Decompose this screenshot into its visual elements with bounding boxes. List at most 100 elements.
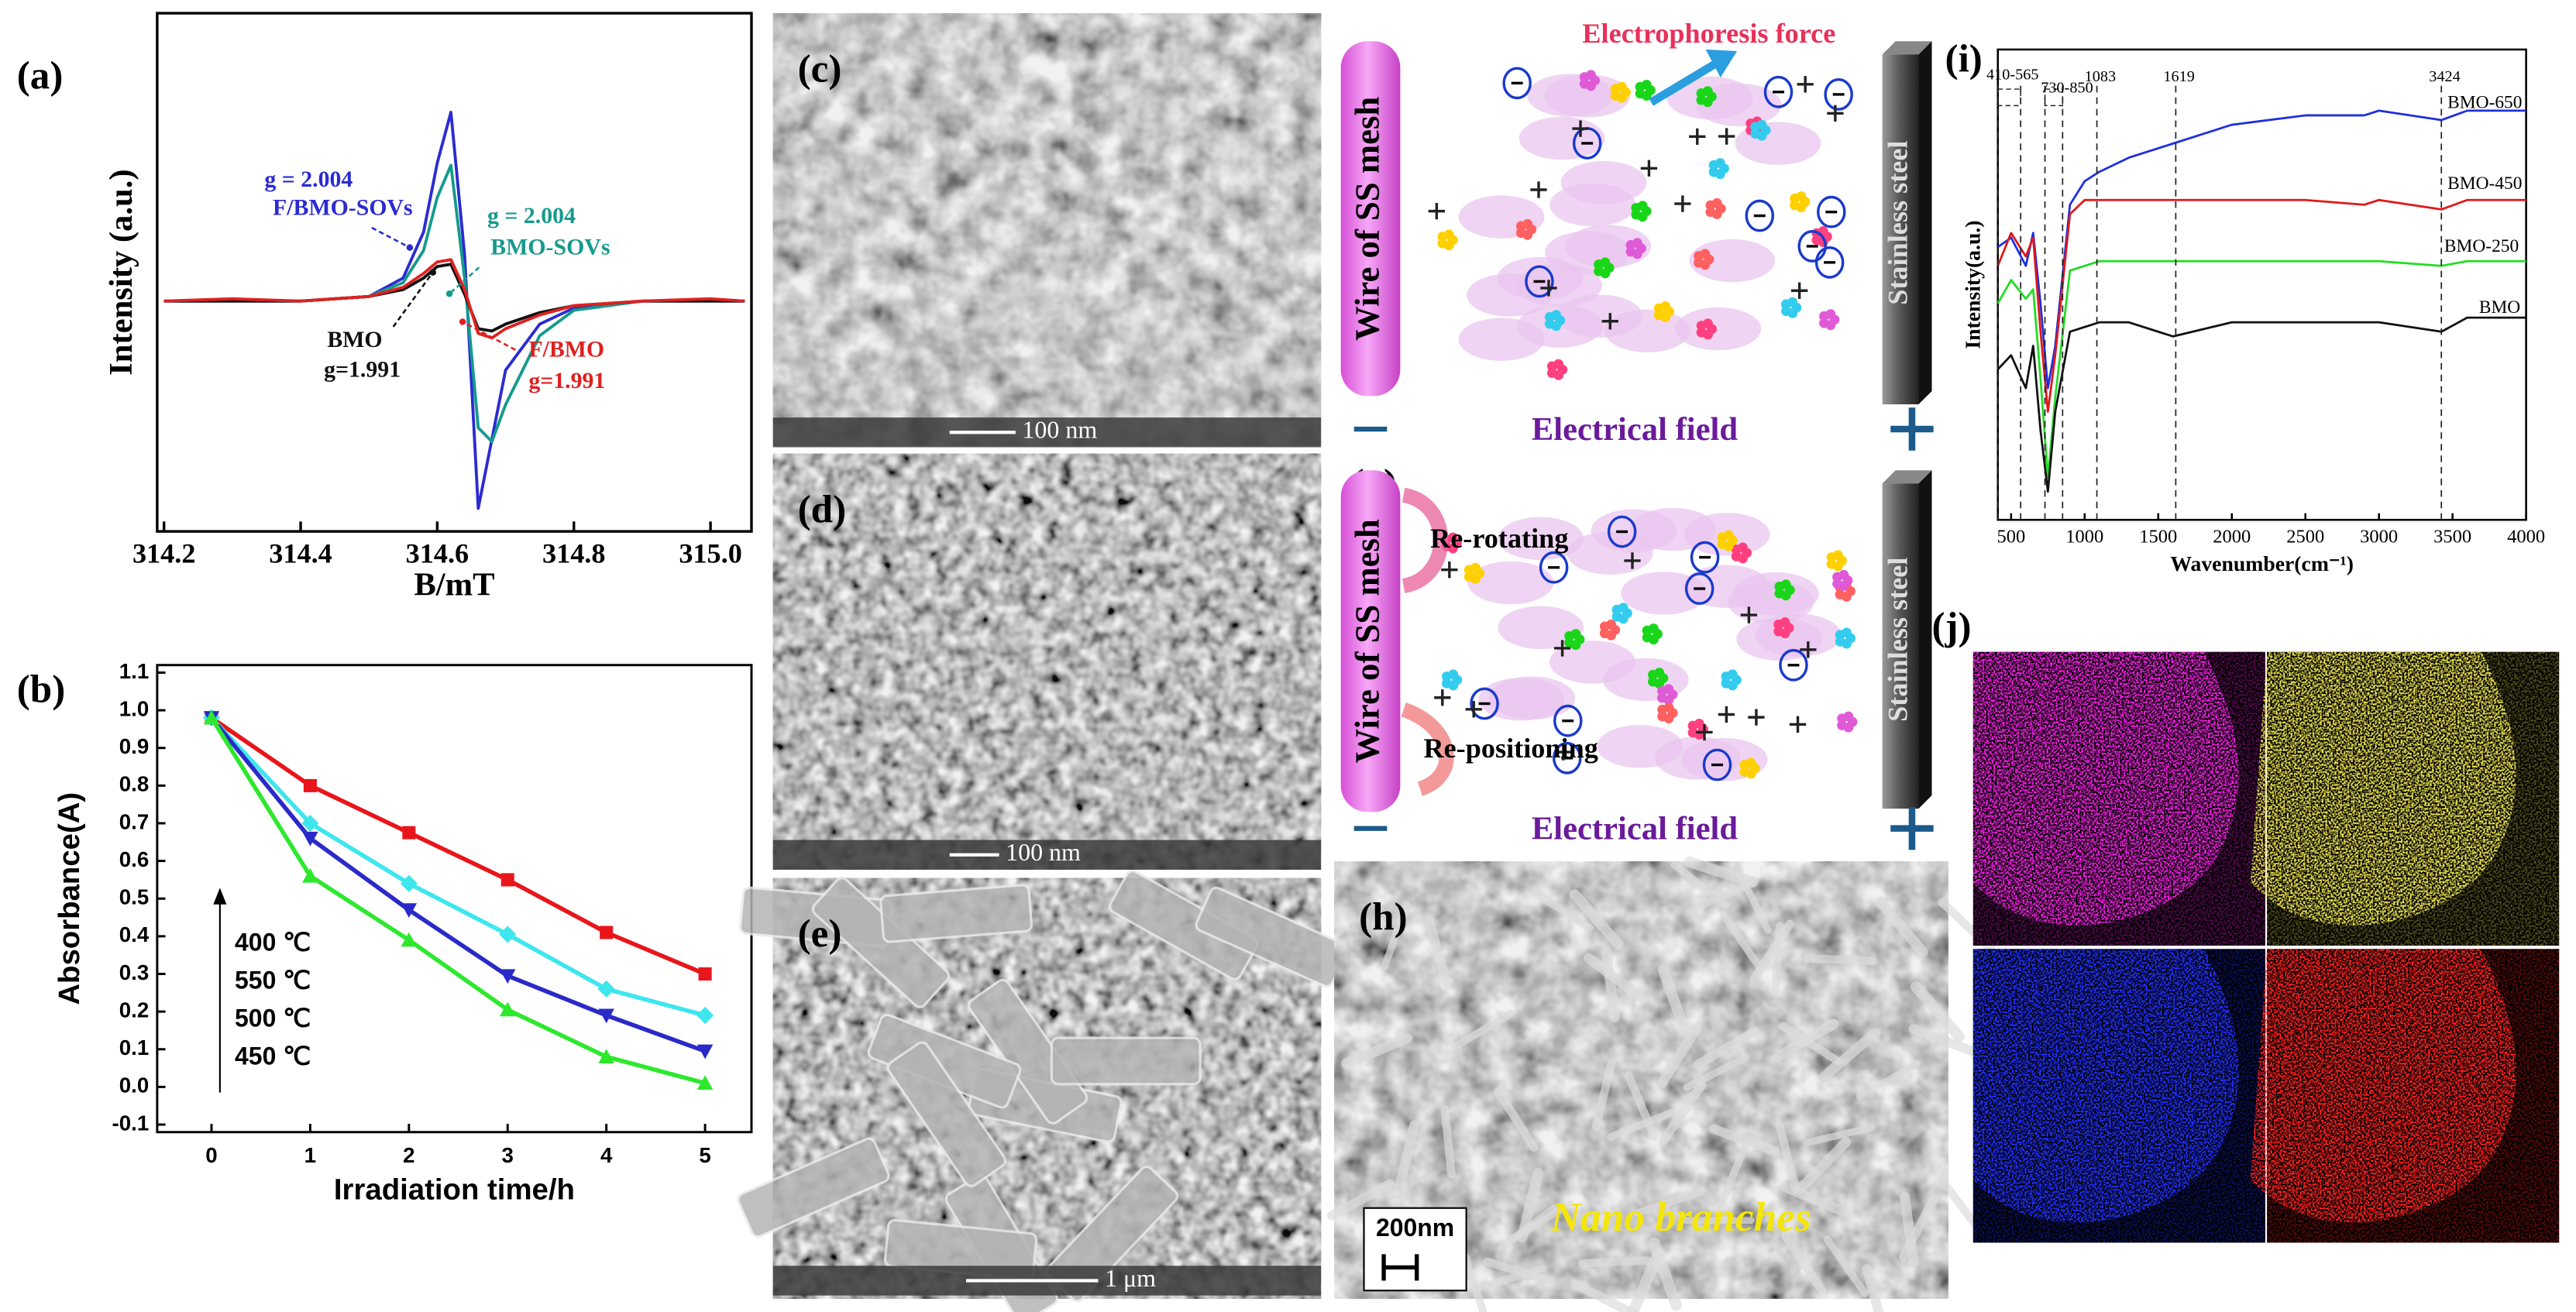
branch xyxy=(1494,1087,1539,1152)
branch xyxy=(1693,1026,1760,1070)
marker xyxy=(402,826,416,840)
branch xyxy=(1720,911,1765,974)
particle xyxy=(1723,530,1734,541)
marker xyxy=(696,1044,714,1060)
branch xyxy=(1775,1121,1800,1194)
motion-label: Re-rotating xyxy=(1430,523,1568,554)
anion xyxy=(1525,265,1554,298)
micrograph-texture xyxy=(772,13,1322,446)
positive-sign xyxy=(1890,806,1934,850)
legend-label: 400 ℃ xyxy=(235,928,311,956)
particle xyxy=(1756,119,1767,130)
scale-bar xyxy=(1381,1254,1419,1281)
scale-bar-label: 200nm xyxy=(1376,1214,1454,1242)
branch xyxy=(1820,1028,1881,1081)
branch xyxy=(1687,880,1755,915)
field-label: Electrical field xyxy=(1532,811,1739,847)
cation xyxy=(1553,640,1571,657)
annotation: g = 2.004 xyxy=(264,167,353,192)
marker xyxy=(597,980,615,998)
y-tick-label: 0.8 xyxy=(119,772,150,796)
cation xyxy=(1790,282,1808,299)
particle xyxy=(1738,542,1748,553)
branch xyxy=(1440,1104,1456,1179)
crystal xyxy=(879,884,1033,943)
particle xyxy=(1522,218,1533,229)
anion xyxy=(1502,67,1532,100)
marker xyxy=(302,867,318,883)
micrograph xyxy=(737,869,1348,1312)
branch xyxy=(1794,1137,1852,1195)
marker xyxy=(302,831,318,847)
particle xyxy=(1610,91,1621,101)
particle xyxy=(1819,318,1829,328)
particle xyxy=(1838,569,1849,580)
anion xyxy=(1552,741,1582,774)
particle-cloud xyxy=(1560,161,1647,204)
x-tick-label: 3000 xyxy=(2360,526,2398,547)
particle xyxy=(1714,158,1725,168)
x-tick-label: 314.2 xyxy=(132,538,196,568)
steel-plate-edge xyxy=(1882,470,1932,484)
marker xyxy=(301,814,319,833)
x-tick-label: 4 xyxy=(600,1143,613,1167)
y-tick-label: 1.1 xyxy=(119,659,150,683)
particle-cloud xyxy=(1675,307,1762,351)
annotation: g=1.991 xyxy=(528,368,605,393)
schematic: Wire of SS mesh Stainless steel Electrical… xyxy=(1340,18,1934,451)
particle-cloud xyxy=(1695,83,1782,127)
scale-strip xyxy=(772,417,1322,448)
crystal xyxy=(1050,1036,1202,1086)
branch xyxy=(1779,1022,1843,1066)
legend-label: 500 ℃ xyxy=(235,1004,311,1032)
y-axis-label: Absorbance(A) xyxy=(53,792,86,1005)
particle xyxy=(1653,310,1664,321)
particle-cloud xyxy=(1549,641,1635,684)
steel-plate xyxy=(1882,483,1919,809)
particle xyxy=(1832,550,1843,561)
series-label: BMO xyxy=(327,327,382,352)
series-line xyxy=(1996,198,2526,413)
particle-cloud xyxy=(1458,318,1545,361)
particle xyxy=(1826,558,1837,569)
marker xyxy=(499,926,517,943)
marker xyxy=(203,709,220,725)
cation xyxy=(1696,723,1713,741)
eds-map-noise xyxy=(2267,949,2560,1243)
electrode-rod xyxy=(1340,41,1401,397)
branch xyxy=(1326,1179,1395,1221)
y-axis-label: Intensity (a.u.) xyxy=(103,169,139,375)
arrow-head xyxy=(459,318,466,325)
particle xyxy=(1544,318,1555,329)
marker xyxy=(500,873,514,887)
marker xyxy=(598,1049,614,1064)
particle xyxy=(1703,318,1713,329)
particle xyxy=(1745,757,1756,768)
x-tick-label: 314.4 xyxy=(269,538,332,568)
reference-range xyxy=(1997,88,2021,107)
series-label: BMO xyxy=(2479,297,2520,318)
x-axis-label: B/mT xyxy=(414,566,494,603)
series-label: F/BMO-SOVs xyxy=(273,194,413,220)
cation xyxy=(1748,709,1765,726)
cation xyxy=(1624,552,1641,569)
series-line xyxy=(209,716,707,1053)
series-label: BMO-450 xyxy=(2447,173,2522,194)
x-tick-label: 314.8 xyxy=(542,538,606,568)
marker xyxy=(303,778,317,792)
marker xyxy=(401,932,418,947)
particle xyxy=(1687,727,1698,738)
cation xyxy=(1689,128,1706,146)
x-tick-label: 3500 xyxy=(2433,526,2471,547)
branch xyxy=(1780,1231,1827,1295)
particle xyxy=(1443,229,1454,240)
annotation-arrow xyxy=(371,226,411,249)
particle xyxy=(1437,238,1448,249)
particle xyxy=(1546,368,1557,379)
anion xyxy=(1817,195,1846,228)
particle xyxy=(1654,668,1665,678)
scale-strip xyxy=(772,840,1322,870)
particle-cloud xyxy=(1621,572,1708,615)
